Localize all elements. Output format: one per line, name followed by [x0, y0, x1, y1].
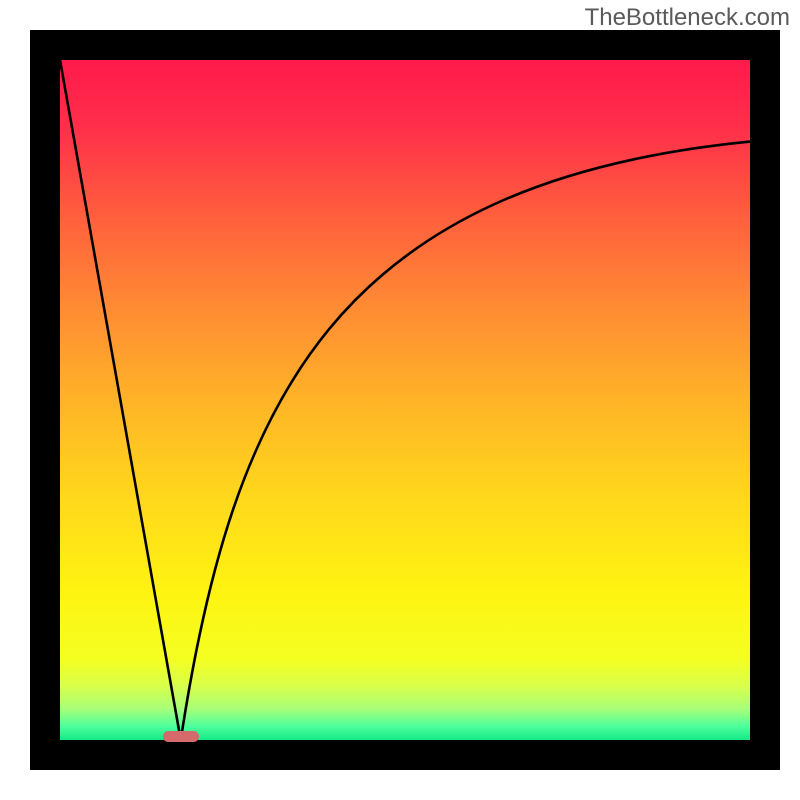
watermark-text: TheBottleneck.com	[585, 4, 790, 32]
plot-area	[45, 45, 765, 755]
bottleneck-chart-svg	[0, 0, 800, 800]
chart-container: TheBottleneck.com	[0, 0, 800, 800]
minimum-marker	[163, 731, 199, 742]
